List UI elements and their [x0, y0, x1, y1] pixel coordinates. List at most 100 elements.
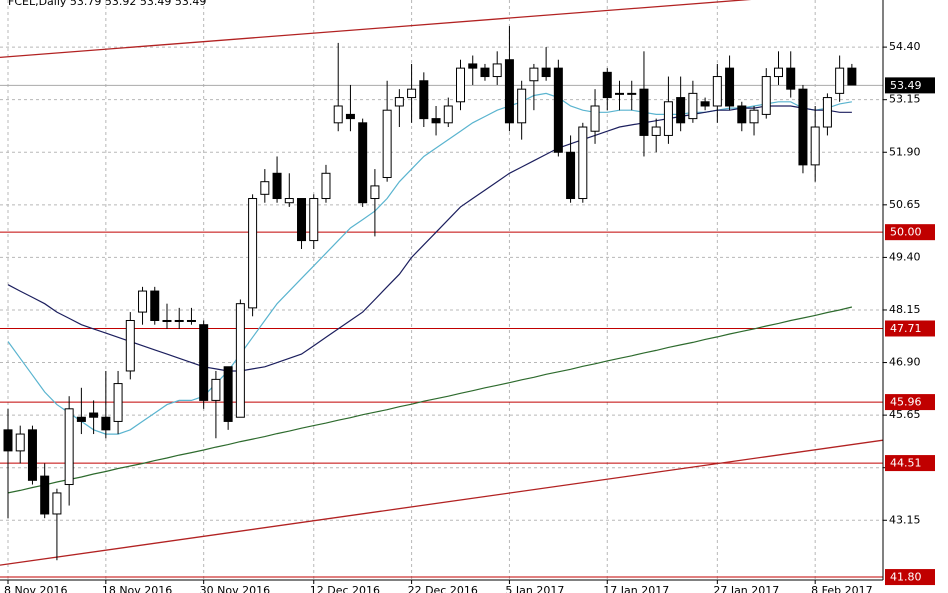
- y-tick-label: 50.65: [889, 198, 921, 211]
- candle-body: [89, 412, 99, 418]
- candle-body: [627, 92, 637, 95]
- moving-average: [7, 105, 852, 372]
- candle-body: [578, 126, 588, 200]
- candle-body: [382, 109, 392, 178]
- plot-area: [0, 0, 883, 580]
- candle-body: [566, 151, 576, 200]
- candle-body: [101, 416, 111, 431]
- candle-body: [602, 71, 612, 99]
- candle-body: [345, 113, 355, 120]
- x-tick-label: 30 Nov 2016: [200, 584, 270, 593]
- level-box: [885, 394, 935, 411]
- candle-body: [798, 88, 808, 166]
- candle-body: [419, 80, 429, 120]
- candle-body: [125, 319, 135, 372]
- candle-body: [272, 172, 282, 200]
- candle-body: [761, 76, 771, 115]
- level-box: [885, 569, 935, 586]
- candle-body: [27, 429, 37, 481]
- candle-body: [248, 198, 258, 309]
- candle-body: [615, 92, 624, 95]
- candle-body: [822, 97, 832, 128]
- level-label: 44.51: [890, 457, 922, 470]
- candle-body: [688, 92, 698, 120]
- x-tick-label: 12 Dec 2016: [310, 584, 380, 593]
- candle-body: [150, 290, 160, 321]
- candle-body: [64, 408, 74, 486]
- candle-body: [725, 67, 735, 107]
- candle-body: [113, 383, 123, 422]
- chart-title: FCEL,Daily 53.79 53.92 53.49 53.49: [8, 0, 206, 8]
- candle-body: [333, 105, 343, 124]
- candle-body: [504, 59, 514, 124]
- candle-body: [407, 88, 417, 99]
- level-label: 41.80: [890, 571, 922, 584]
- y-tick-label: 45.65: [889, 408, 921, 421]
- x-tick-label: 8 Feb 2017: [811, 584, 872, 593]
- candle-body: [40, 475, 50, 515]
- candle-body: [456, 67, 466, 103]
- x-tick-label: 18 Nov 2016: [102, 584, 172, 593]
- candle-body: [284, 198, 294, 204]
- level-label: 45.96: [890, 396, 922, 409]
- candle-body: [174, 319, 184, 322]
- candle-body: [480, 67, 490, 78]
- candle-body: [370, 185, 380, 200]
- candle-body: [431, 118, 441, 124]
- candle-body: [541, 67, 551, 78]
- candle-body: [15, 433, 25, 452]
- candle-body: [186, 319, 196, 322]
- candle-body: [749, 109, 759, 124]
- candle-body: [235, 303, 245, 418]
- candle-body: [52, 492, 62, 515]
- plot: [0, 0, 883, 578]
- trendline: [0, 0, 752, 59]
- candle-body: [199, 324, 209, 401]
- candle-body: [639, 88, 649, 136]
- candle-body: [297, 198, 307, 242]
- candle-body: [223, 366, 233, 422]
- candle-body: [553, 67, 563, 153]
- candle-body: [162, 319, 172, 322]
- candle-body: [468, 63, 478, 69]
- y-tick-label: 54.40: [889, 40, 921, 53]
- y-tick-label: 49.40: [889, 250, 921, 263]
- candle-body: [260, 181, 270, 195]
- trendline: [0, 439, 883, 566]
- candle-body: [309, 198, 319, 242]
- axis-labels: 54.40 53.15 51.90 50.65 49.40 48.15 46.90 45.65…: [4, 40, 935, 593]
- candle-body: [3, 429, 13, 452]
- x-tick-label: 8 Nov 2016: [4, 584, 67, 593]
- level-box: [885, 224, 935, 241]
- candle-body: [651, 126, 661, 136]
- candle-body: [676, 97, 686, 124]
- level-label: 53.49: [890, 79, 922, 92]
- y-tick-label: 51.90: [889, 145, 921, 158]
- level-box: [885, 320, 935, 337]
- level-label: 47.71: [890, 322, 922, 335]
- x-tick-label: 22 Dec 2016: [408, 584, 478, 593]
- moving-average: [7, 306, 853, 494]
- candle-body: [443, 105, 453, 124]
- candle-body: [76, 416, 86, 422]
- candle-body: [590, 105, 600, 132]
- x-tick-label: 5 Jan 2017: [505, 584, 564, 593]
- candle-body: [712, 76, 722, 107]
- candle-body: [394, 97, 404, 107]
- candle-body: [517, 88, 527, 124]
- y-tick-label: 48.15: [889, 303, 921, 316]
- candle-body: [492, 63, 502, 78]
- y-tick-label: 46.90: [889, 356, 921, 369]
- candle-body: [321, 172, 331, 200]
- candle-body: [847, 67, 857, 86]
- level-box: [885, 77, 935, 94]
- candle-body: [663, 101, 673, 136]
- candle-body: [773, 67, 783, 78]
- y-tick-label: 43.15: [889, 513, 921, 526]
- candle-body: [358, 122, 368, 204]
- candle-body: [211, 378, 221, 401]
- candle-body: [138, 290, 148, 313]
- candle-body: [835, 67, 845, 94]
- candle-body: [786, 67, 796, 90]
